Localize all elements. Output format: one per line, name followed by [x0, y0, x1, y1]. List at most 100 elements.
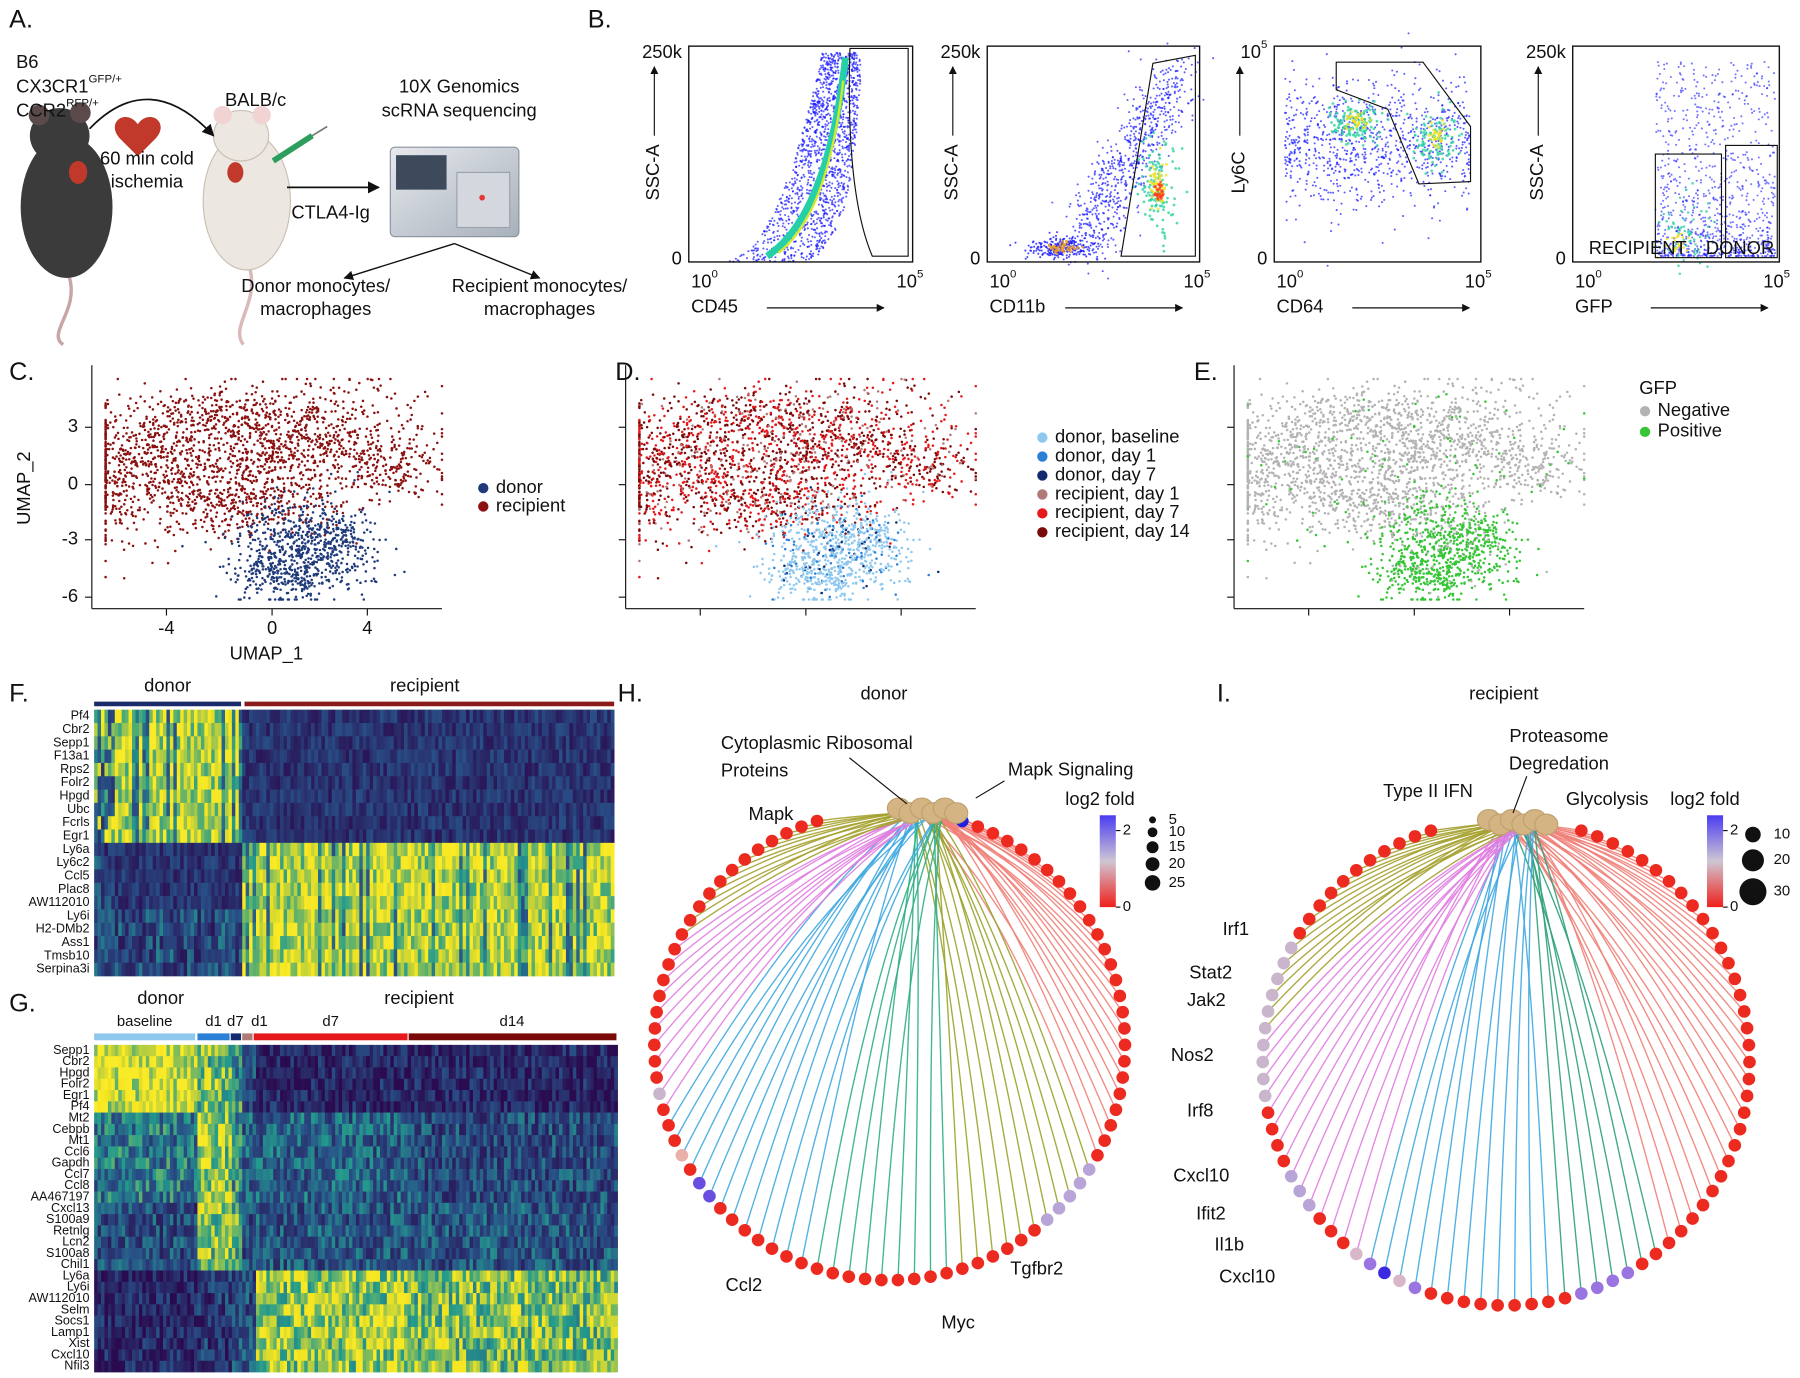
event-dot	[1160, 98, 1163, 101]
event-dot	[1158, 168, 1161, 172]
event-dot	[1168, 102, 1171, 105]
event-dot	[1288, 80, 1291, 83]
event-dot	[842, 196, 845, 199]
event-dot	[1156, 143, 1159, 146]
event-dot	[1292, 114, 1296, 117]
event-dot	[1658, 73, 1661, 76]
event-dot	[1462, 191, 1465, 194]
event-dot	[1414, 77, 1417, 80]
event-dot	[1468, 153, 1471, 156]
event-dot	[1116, 222, 1119, 225]
event-dot	[1365, 103, 1368, 106]
event-dot	[1123, 227, 1126, 230]
event-dot	[1692, 72, 1695, 75]
event-dot	[827, 71, 830, 74]
event-dot	[1092, 207, 1095, 210]
event-dot	[1738, 97, 1741, 100]
event-dot	[1095, 215, 1098, 218]
event-dot	[1707, 189, 1710, 192]
event-dot	[1382, 189, 1385, 192]
event-dot	[841, 159, 844, 162]
event-dot	[837, 133, 840, 136]
event-dot	[784, 207, 787, 210]
event-dot	[1729, 201, 1732, 204]
event-dot	[818, 136, 821, 139]
event-dot	[1132, 150, 1135, 153]
event-dot	[807, 130, 810, 133]
event-dot	[787, 222, 790, 225]
event-dot	[817, 253, 820, 256]
event-dot	[1165, 137, 1168, 140]
event-dot	[1305, 152, 1308, 155]
event-dot	[1149, 132, 1152, 135]
event-dot	[1361, 133, 1364, 137]
event-dot	[1077, 243, 1080, 246]
event-dot	[836, 173, 839, 176]
event-dot	[1304, 158, 1308, 161]
event-dot	[1714, 214, 1717, 217]
event-dot	[1457, 85, 1460, 88]
event-dot	[1765, 216, 1768, 219]
event-dot	[1143, 190, 1147, 194]
event-dot	[816, 218, 819, 221]
event-dot	[1129, 119, 1132, 122]
event-dot	[844, 146, 847, 149]
event-dot	[1304, 162, 1307, 165]
event-dot	[773, 219, 776, 222]
event-dot	[835, 77, 839, 80]
event-dot	[1674, 192, 1677, 195]
event-dot	[1455, 144, 1458, 147]
event-dot	[1102, 160, 1105, 163]
event-dot	[1742, 153, 1745, 156]
event-dot	[1685, 200, 1688, 203]
event-dot	[818, 235, 821, 238]
event-dot	[1123, 93, 1126, 96]
event-dot	[1430, 133, 1434, 137]
event-dot	[1745, 195, 1748, 198]
event-dot	[1092, 182, 1095, 185]
event-dot	[1686, 108, 1689, 112]
event-dot	[788, 194, 791, 197]
event-dot	[813, 102, 816, 106]
event-dot	[792, 184, 795, 187]
event-dot	[819, 81, 822, 84]
event-dot	[1183, 90, 1186, 93]
event-dot	[1682, 109, 1685, 112]
event-dot	[1423, 184, 1426, 187]
event-dot	[1158, 178, 1161, 181]
event-dot	[1162, 73, 1165, 76]
event-dot	[1762, 229, 1765, 232]
event-dot	[818, 79, 821, 82]
event-dot	[847, 146, 850, 149]
event-dot	[840, 182, 843, 185]
event-dot	[1683, 65, 1686, 68]
event-dot	[1143, 212, 1147, 216]
event-dot	[813, 107, 816, 110]
event-dot	[739, 255, 742, 258]
event-dot	[1754, 130, 1757, 133]
event-dot	[1721, 119, 1724, 122]
cell-dot	[190, 405, 193, 409]
event-dot	[826, 97, 829, 100]
event-dot	[838, 134, 841, 137]
event-dot	[1091, 208, 1094, 211]
event-dot	[824, 67, 827, 70]
event-dot	[1702, 234, 1705, 237]
event-dot	[1767, 66, 1770, 69]
event-dot	[827, 184, 830, 187]
event-dot	[1670, 117, 1673, 120]
event-dot	[814, 105, 818, 108]
event-dot	[1361, 126, 1365, 130]
cell-dot	[229, 460, 232, 463]
event-dot	[1657, 228, 1660, 231]
event-dot	[1677, 95, 1680, 98]
event-dot	[1740, 75, 1743, 78]
event-dot	[818, 100, 821, 103]
event-dot	[1124, 154, 1127, 157]
event-dot	[1341, 109, 1344, 113]
event-dot	[1160, 134, 1163, 137]
event-dot	[1044, 251, 1047, 254]
event-dot	[1134, 118, 1137, 121]
event-dot	[798, 179, 801, 183]
event-dot	[1330, 221, 1333, 224]
